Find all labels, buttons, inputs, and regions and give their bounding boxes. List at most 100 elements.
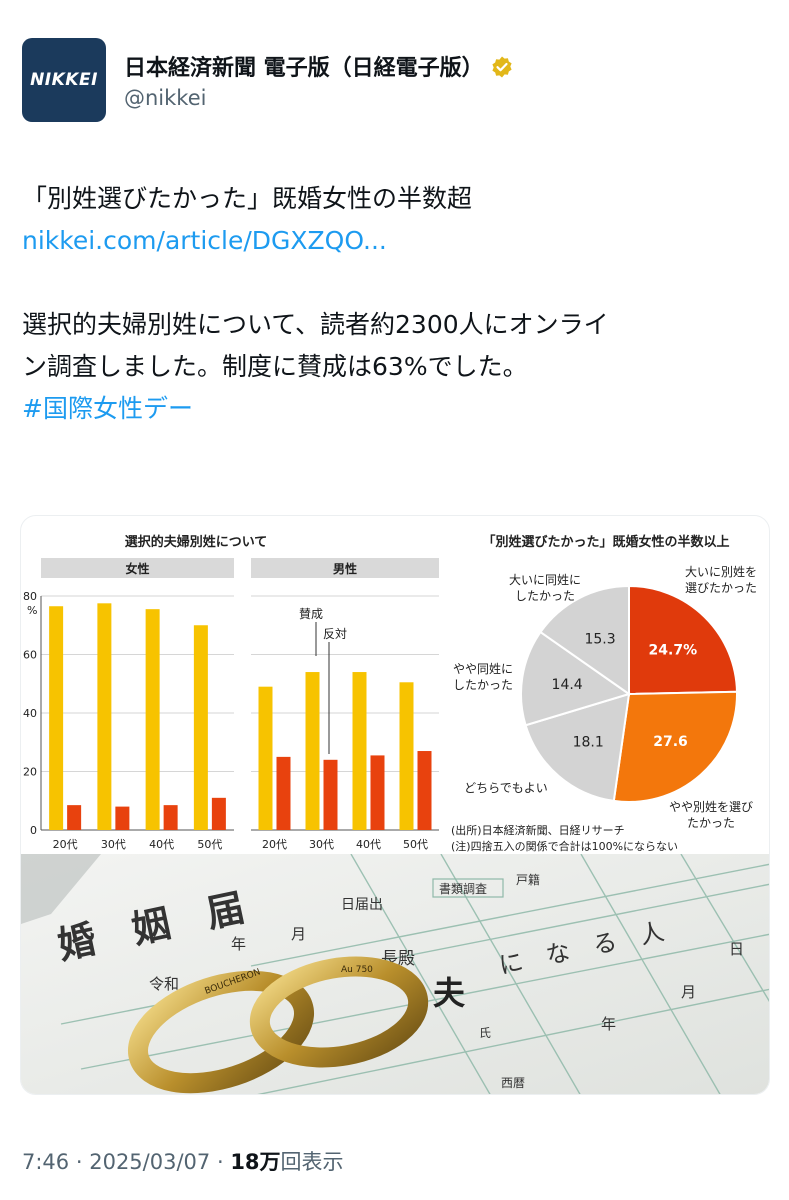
form-koseki-label: 戸籍 [516,872,540,887]
ring-left [127,970,315,1094]
pie-category-label: 選びたかった [685,581,757,595]
y-tick-label: 40 [23,707,37,720]
bar-no [323,759,338,830]
view-count-unit: 万 [259,1150,281,1174]
meta-separator: · [216,1150,231,1174]
bar-yes [193,625,208,830]
bar-chart-title: 選択的夫婦別姓について [125,534,268,550]
x-tick-label: 40代 [149,838,174,851]
panel-header [251,558,439,578]
view-count: 18 [230,1150,260,1174]
chart-footnote: (注)四捨五入の関係で合計は100%にならない [451,839,678,853]
x-tick-label: 50代 [197,838,222,851]
x-tick-label: 20代 [53,838,78,851]
pie-value-label: 27.6 [653,734,688,750]
bar-no [163,805,178,830]
marriage-form-photo: 書類調査 戸籍 婚 姻 届 日届出 年 月 令和 長殿 に な る 人 夫 日 … [21,854,769,1094]
chart-source-note: (出所)日本経済新聞、日経リサーチ [451,823,625,837]
pie-slice [539,584,630,696]
bar-no [67,805,82,830]
form-receipt-box [432,878,504,898]
annotation-yes: 賛成 [299,607,323,621]
tweet-media[interactable]: 選択的夫婦別姓について 0 20 40 60 80% 女性 20代 30代 40代 50代 男性 20代… [20,515,770,1095]
bar-yes [399,682,414,830]
pie-category-label: したかった [453,678,513,692]
form-surname-label: 氏 [479,1026,491,1040]
tweet-headline: 「別姓選びたかった」既婚女性の半数超 [22,184,473,213]
x-tick-label: 20代 [262,838,287,851]
bar-yes [352,672,367,830]
pie-category-label: どちらでもよい [464,781,548,795]
x-tick-label: 30代 [101,838,126,851]
form-month-label: 月 [291,925,306,943]
paragraph-gap [22,262,772,304]
y-tick-label: 80 [23,590,37,603]
x-tick-label: 30代 [309,838,334,851]
pie-value-label: 24.7% [649,642,698,658]
article-link[interactable]: nikkei.com/article/DGXZQO... [22,226,387,255]
hashtag-link[interactable]: #国際女性デー [22,394,193,423]
form-paper-shadow [21,854,101,924]
bar-no [211,797,226,830]
bar-no [115,806,130,830]
form-month-label-2: 月 [681,983,696,1001]
pie-category-label: やや別姓を選び [669,800,753,814]
pie-category-label: 大いに別姓を [685,565,757,579]
ring-engraving-2: Au 750 [341,965,373,975]
form-receipt-label: 書類調査 [439,882,487,896]
y-tick-label: 60 [23,649,37,662]
tweet-body-line-2: ン調査しました。制度に賛成は63%でした。 [22,352,528,381]
pie-slice [612,690,738,803]
y-tick-label: 0 [30,824,37,837]
bar-yes [305,672,320,830]
pie-category-label: やや同姓に [453,662,513,676]
pie-slice [524,692,631,803]
bar-no [276,756,291,830]
annotation-no: 反対 [323,627,347,641]
form-date-label: 日届出 [341,897,383,913]
bar-yes [258,686,273,830]
form-seireki-label: 西暦 [501,1076,525,1090]
tweet-meta: 7:46 · 2025/03/07 · 18万回表示 [22,1146,344,1176]
form-year-label: 年 [231,935,246,953]
display-name-text: 日本経済新聞 電子版（日経電子版） [124,56,484,81]
tweet-time[interactable]: 7:46 [22,1150,70,1174]
panel-header-label: 女性 [125,561,149,576]
pie-category-label: たかった [687,816,735,830]
tweet-body-line-1: 選択的夫婦別姓について、読者約2300人にオンライ [22,310,609,339]
pie-slice [520,630,632,727]
panel-header [41,558,234,578]
bar-no [370,755,385,830]
wedding-rings [127,956,429,1094]
pie-category-label: したかった [515,589,575,603]
form-reiwa-label: 令和 [149,975,179,993]
pie-value-label: 15.3 [584,631,615,647]
avatar-logo-text: NIKKEI [30,70,98,90]
y-tick-label: 20 [23,766,37,779]
account-handle[interactable]: @nikkei [124,86,207,110]
bar-yes [97,603,112,830]
account-avatar[interactable]: NIKKEI [22,38,106,122]
bar-no [417,751,432,830]
pie-slice [628,584,738,696]
y-unit-label: % [27,604,37,617]
pie-category-label: 大いに同姓に [509,573,581,587]
verified-badge-icon [492,56,512,78]
panel-header-label: 男性 [333,561,357,576]
pie-value-label: 14.4 [552,677,583,693]
meta-separator: · [75,1150,90,1174]
x-tick-label: 40代 [356,838,381,851]
x-tick-label: 50代 [403,838,428,851]
pie-chart-title: 「別姓選びたかった」既婚女性の半数以上 [482,534,729,550]
survey-chart: 選択的夫婦別姓について 0 20 40 60 80% 女性 20代 30代 40代 50代 男性 20代… [23,534,757,853]
form-husband-label: 夫 [433,974,466,1012]
bar-yes [49,606,64,830]
tweet-text: 「別姓選びたかった」既婚女性の半数超 nikkei.com/article/DG… [22,178,772,430]
account-display-name[interactable]: 日本経済新聞 電子版（日経電子版） [124,50,514,82]
pie-value-label: 18.1 [573,735,604,751]
form-day-label: 日 [729,940,744,958]
view-count-label: 回表示 [280,1150,344,1174]
bar-yes [145,609,160,830]
tweet-date[interactable]: 2025/03/07 [89,1150,211,1174]
ring-right [249,956,429,1068]
